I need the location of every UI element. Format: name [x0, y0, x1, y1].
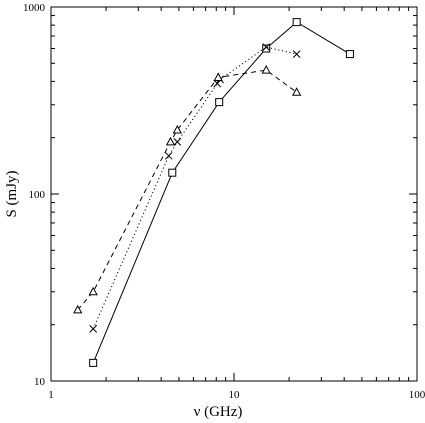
series-square — [89, 18, 354, 367]
data-point-square — [262, 44, 271, 53]
x-axis-label: ν (GHz) — [194, 404, 243, 420]
data-point-square — [89, 358, 98, 367]
data-point-cross — [213, 79, 222, 88]
y-tick-label: 100 — [29, 189, 46, 201]
series-line-cross — [92, 46, 297, 330]
data-point-cross — [164, 151, 173, 160]
x-tick-label: 1 — [48, 389, 54, 401]
y-axis-label: S (mJy) — [4, 170, 20, 217]
series-line-triangle — [77, 69, 297, 311]
data-point-triangle — [213, 72, 223, 81]
x-tick-label: 100 — [409, 389, 425, 401]
y-tick-label: 10 — [34, 376, 46, 388]
plot-frame — [50, 6, 418, 382]
series-triangle — [73, 65, 302, 314]
data-point-square — [292, 18, 301, 27]
data-point-triangle — [292, 87, 302, 96]
data-point-cross — [292, 50, 301, 58]
data-point-cross — [89, 325, 98, 333]
series-cross — [89, 43, 301, 333]
data-point-triangle — [88, 286, 98, 296]
data-point-triangle — [73, 304, 83, 314]
data-point-square — [345, 50, 354, 59]
plot-area — [73, 18, 354, 367]
data-point-cross — [262, 43, 271, 51]
y-tick-label: 1000 — [23, 2, 46, 14]
data-point-triangle — [172, 124, 182, 134]
series-line-square — [92, 21, 351, 364]
data-point-cross — [173, 138, 182, 146]
data-point-triangle — [261, 65, 271, 74]
x-tick-label: 10 — [229, 389, 241, 401]
data-point-square — [168, 168, 177, 177]
data-point-square — [215, 98, 224, 107]
data-point-triangle — [165, 136, 176, 146]
